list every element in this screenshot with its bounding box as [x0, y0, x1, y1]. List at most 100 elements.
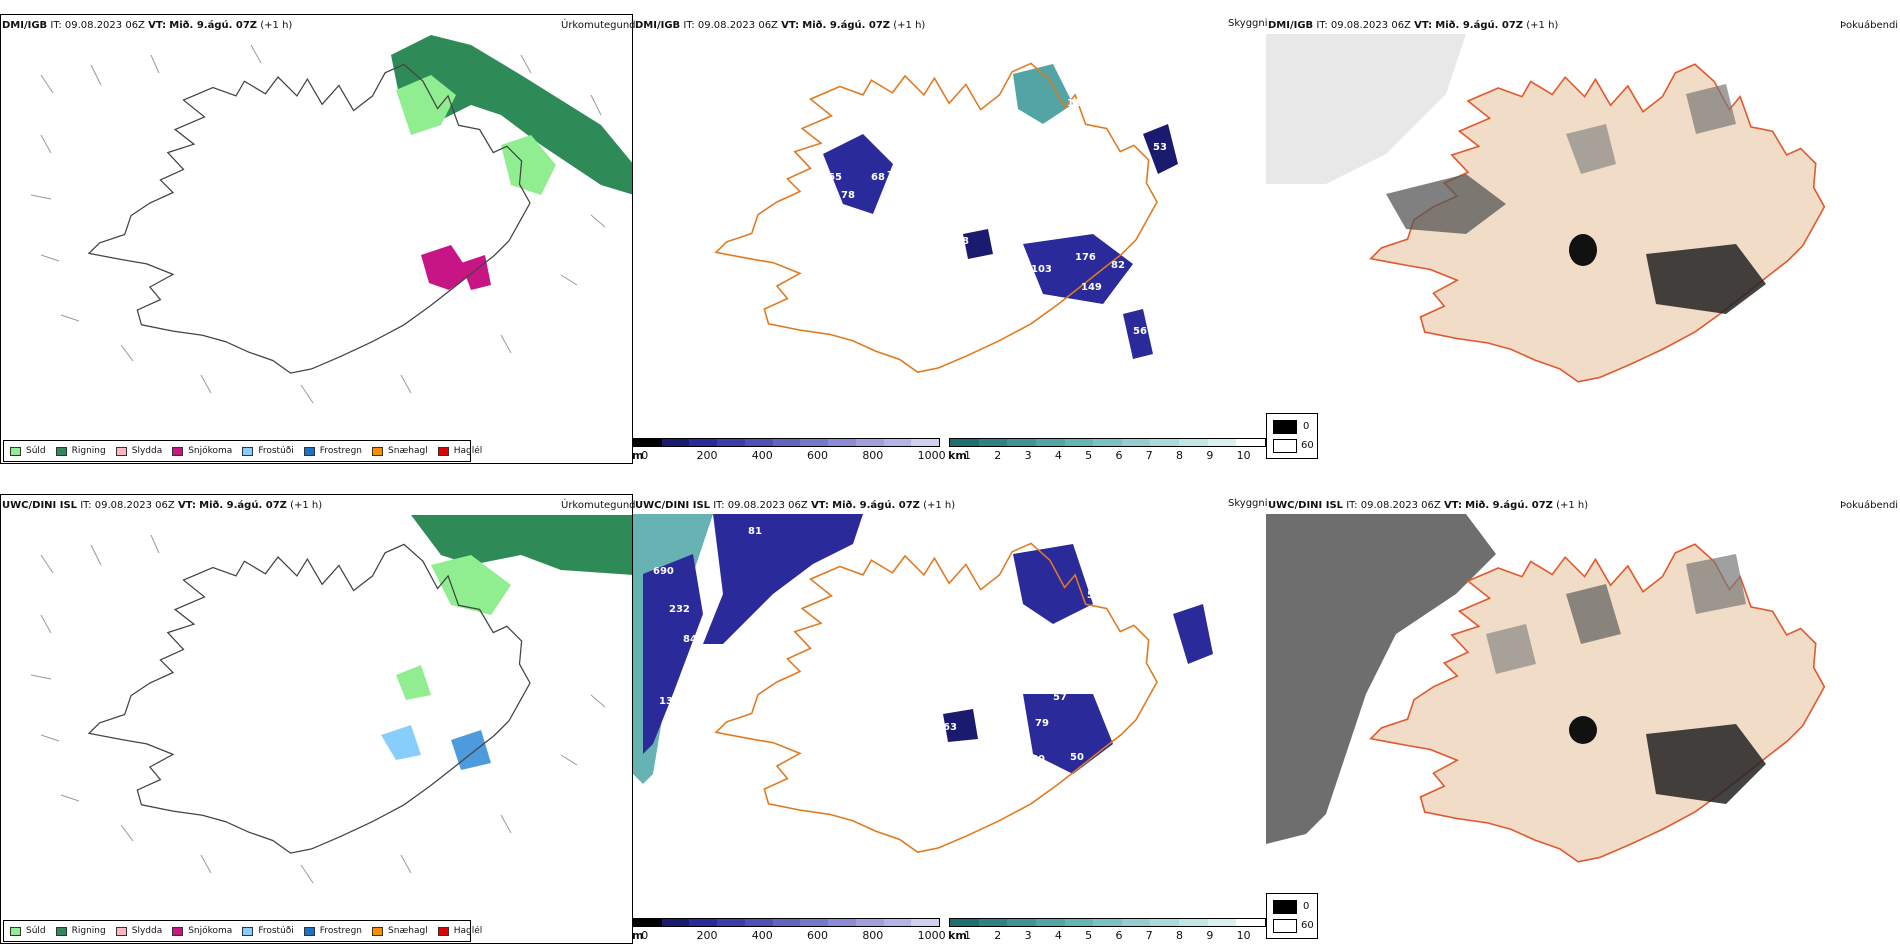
colorbar-segment	[1121, 919, 1151, 926]
colorbar-tick-label: 5	[1085, 929, 1093, 942]
colorbar-segment	[1207, 919, 1237, 926]
colorbar-segment	[950, 919, 979, 926]
colorbar-tick-label: 8	[1176, 449, 1184, 462]
visibility-value-label: 71	[1107, 754, 1121, 765]
precip-legend-item: Snæhagl	[372, 446, 428, 456]
visibility-colorbar-bottom: km 1 2 3 4 5 6 7 8 9 10	[948, 918, 1266, 944]
legend-swatch	[303, 446, 315, 456]
legend-swatch	[303, 926, 315, 936]
precip-title-top: Úrkomutegund	[561, 20, 636, 31]
visibility-value-label: 84	[683, 634, 697, 645]
colorbar-segment	[1093, 919, 1122, 926]
colorbar-tick-label: 3	[1024, 449, 1032, 462]
visibility-value-label: 68	[871, 172, 885, 183]
fog-legend-bottom: 0 60	[1266, 893, 1318, 939]
rain-area	[391, 35, 632, 195]
colorbar-tick-label: 1000	[917, 449, 946, 462]
legend-swatch	[55, 446, 67, 456]
colorbar-tick-label: 600	[807, 449, 829, 462]
colorbar-tick-label: 5	[1085, 449, 1093, 462]
legend-label: Slydda	[131, 446, 163, 456]
visibility-value-label: 98	[955, 236, 969, 247]
precip-legend-item: Rigning	[55, 926, 106, 936]
colorbar-tick-label: 7	[1145, 929, 1153, 942]
drizzle-area	[396, 75, 456, 135]
fog-panel-top: 0 60	[1266, 14, 1900, 464]
header-bottom-right: UWC/DINI ISL IT: 09.08.2023 06Z VT: Mið.…	[1268, 500, 1589, 511]
height-bar	[633, 918, 940, 927]
colorbar-segment	[1150, 919, 1180, 926]
colorbar-segment	[1007, 439, 1036, 446]
colorbar-segment	[717, 439, 745, 446]
visibility-value-label: 80	[833, 706, 847, 717]
precip-legend-item: Snæhagl	[372, 926, 428, 936]
colorbar-segment	[689, 439, 718, 446]
precip-legend-item: Frostúði	[242, 926, 294, 936]
visibility-value-label: 78	[841, 190, 855, 201]
colorbar-segment	[911, 919, 940, 926]
colorbar-segment	[661, 919, 690, 926]
visibility-value-label: 690	[653, 566, 674, 577]
legend-label: Snjókoma	[188, 446, 233, 456]
visibility-value-label: 65	[828, 172, 842, 183]
colorbar-tick-label: 200	[696, 929, 718, 942]
colorbar-tick-label: 10	[1236, 929, 1251, 942]
colorbar-segment	[1179, 439, 1208, 446]
precip-legend-item: Rigning	[55, 446, 106, 456]
legend-swatch	[372, 446, 384, 456]
wind-barbs	[30, 534, 606, 884]
colorbar-segment	[1179, 919, 1208, 926]
height-bar	[633, 438, 940, 447]
height-colorbar-top: m 0 200 400 600 800 1000	[633, 438, 946, 464]
colorbar-segment	[661, 439, 690, 446]
precip-legend-item: Haglél	[437, 446, 483, 456]
wind-barbs	[30, 44, 606, 404]
colorbar-segment	[1093, 439, 1122, 446]
precip-type-panel-top: Súld Rigning Slydda Snjókoma Frostúði Frostre…	[0, 14, 633, 464]
colorbar-tick-label: 3	[1024, 929, 1032, 942]
precip-legend-item: Slydda	[115, 926, 163, 936]
legend-label: Rigning	[71, 446, 106, 456]
precip-legend-item: Snjókoma	[172, 446, 232, 456]
visibility-value-label: 55	[1131, 754, 1145, 765]
colorbar-segment	[911, 439, 940, 446]
colorbar-segment	[828, 439, 856, 446]
visibility-map-bottom: 690 232 84 81 97 106 80 63 60 50 71 55 79 57 52 58 103 13	[633, 514, 1213, 853]
colorbar-segment	[1035, 919, 1065, 926]
colorbar-segment	[1035, 439, 1065, 446]
colorbar-tick-label: 200	[696, 449, 718, 462]
legend-swatch	[242, 926, 254, 936]
visibility-value-label: 88	[1041, 164, 1055, 175]
precip-legend-item: Snjókoma	[172, 926, 232, 936]
visibility-value-label: 176	[1075, 252, 1096, 263]
visibility-value-label: 82	[1111, 260, 1125, 271]
colorbar-tick-label: 6	[1115, 449, 1123, 462]
visibility-value-label: 60	[1031, 754, 1045, 765]
precip-type-panel-bottom: Súld Rigning Slydda Snjókoma Frostúði Frostre…	[0, 494, 633, 944]
colorbar-segment	[634, 919, 662, 926]
colorbar-segment	[1121, 439, 1151, 446]
visibility-value-label: 79	[1035, 718, 1049, 729]
legend-label: Haglél	[453, 446, 483, 456]
visibility-value-label: 53	[1153, 142, 1167, 153]
colorbar-tick-label: 1000	[917, 929, 946, 942]
legend-label: Slydda	[131, 926, 163, 936]
precip-legend-bottom: Súld Rigning Slydda Snjókoma Frostúði Frostre…	[3, 920, 482, 942]
visibility-panel-top: 6578687298103176821499956885311451 m 020…	[633, 14, 1266, 464]
fog-legend-top: 0 60	[1266, 413, 1318, 459]
legend-swatch	[437, 926, 449, 936]
legend-swatch	[242, 446, 254, 456]
colorbar-tick-label: 400	[751, 929, 773, 942]
vis-bar	[949, 918, 1266, 927]
legend-label: Snjókoma	[188, 926, 233, 936]
colorbar-tick-label: 800	[862, 449, 884, 462]
visibility-title-bottom: Skyggni	[1228, 498, 1268, 509]
visibility-value-label: 63	[943, 722, 957, 733]
legend-swatch	[372, 926, 384, 936]
precip-legend-item: Frostregn	[303, 926, 362, 936]
legend-label: Haglél	[453, 926, 483, 936]
visibility-title-top: Skyggni	[1228, 18, 1268, 29]
precip-type-map-top	[30, 35, 632, 404]
visibility-panel-bottom: 690 232 84 81 97 106 80 63 60 50 71 55 79 57 52 58 103 13…	[633, 494, 1266, 944]
